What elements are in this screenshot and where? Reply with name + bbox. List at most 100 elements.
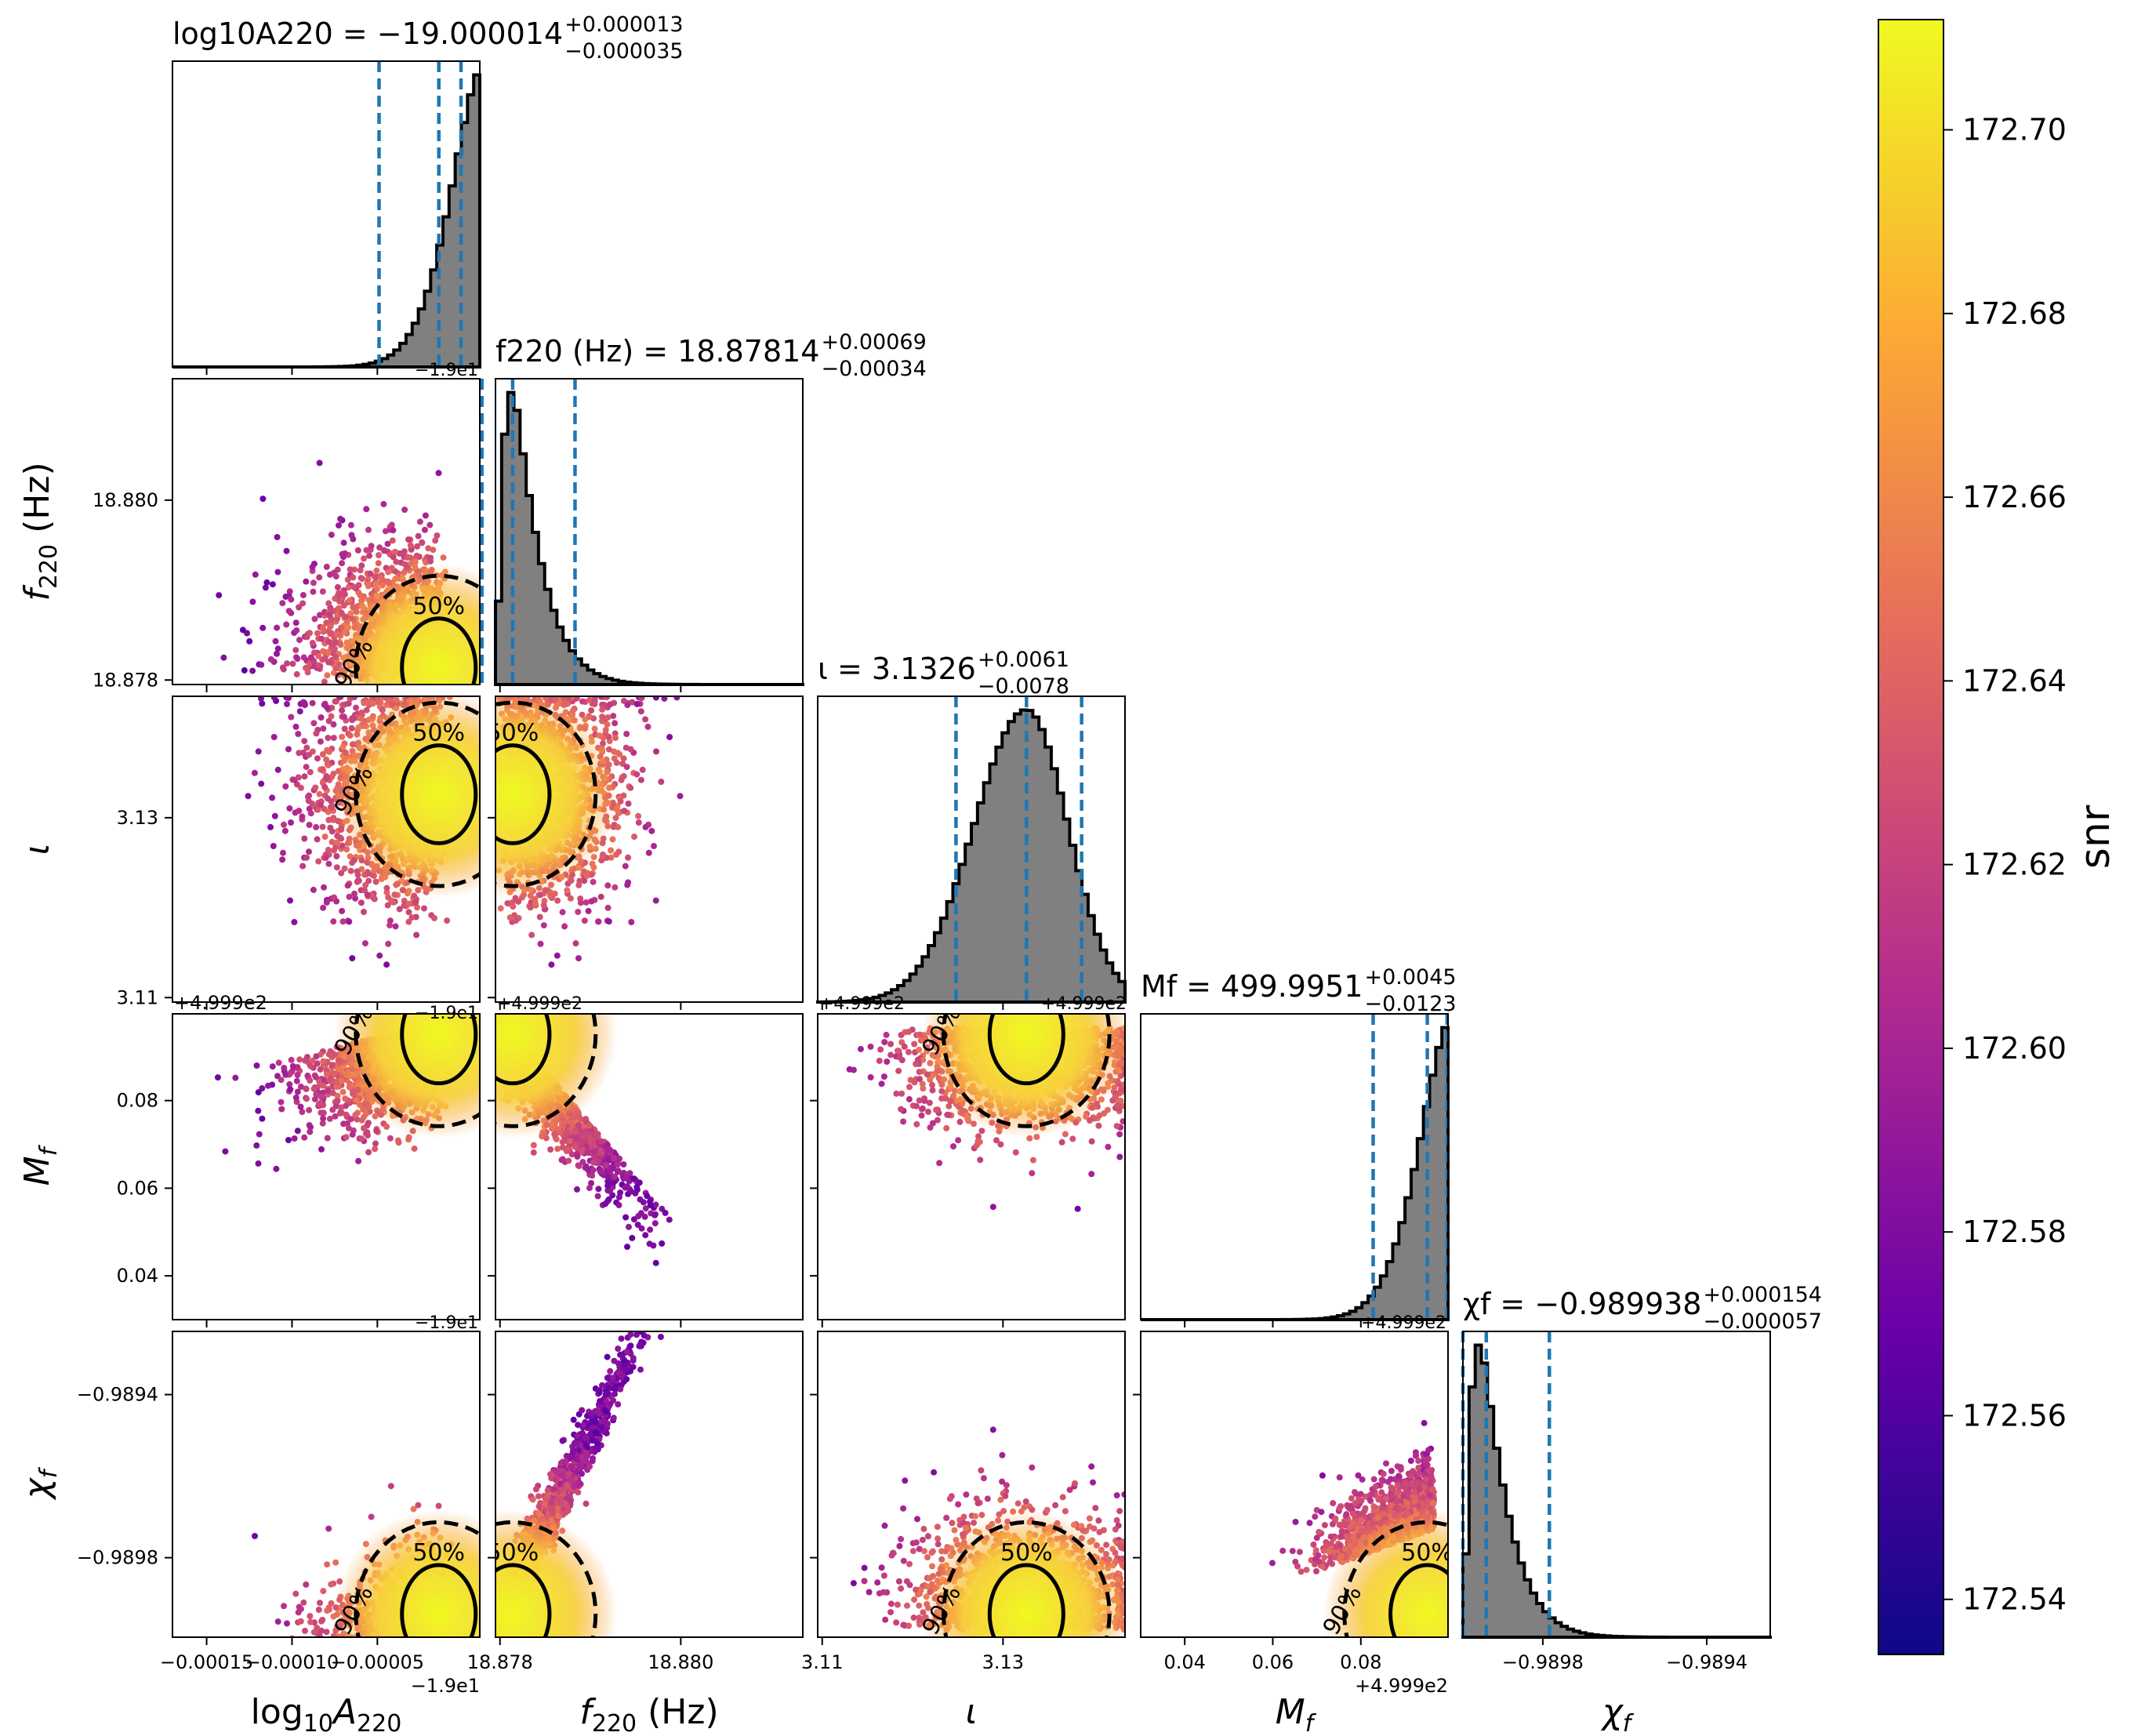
- scatter-point: [538, 941, 544, 947]
- scatter-point: [312, 785, 318, 791]
- histogram-Mf: Mf = 499.9951+0.0045−0.0123: [1141, 965, 1457, 1320]
- scatter-point: [357, 716, 364, 722]
- scatter-point: [636, 819, 642, 826]
- scatter-point: [301, 836, 307, 842]
- scatter-point: [628, 919, 634, 925]
- histogram-bars-chif: [1463, 1346, 1770, 1637]
- scatter-point: [385, 941, 391, 947]
- scatter-point: [282, 828, 289, 834]
- scatter-point: [320, 588, 326, 594]
- scatter-point: [568, 895, 574, 902]
- scatter-point: [334, 840, 340, 846]
- scatter-point: [339, 560, 345, 566]
- scatter-point: [330, 918, 336, 924]
- scatter-point: [651, 843, 657, 849]
- scatter-point: [310, 589, 316, 595]
- scatter-point: [673, 694, 680, 700]
- scatter-point: [313, 730, 319, 736]
- scatter-point: [256, 748, 262, 754]
- scatter-point: [255, 1108, 261, 1114]
- scatter-point: [300, 592, 307, 598]
- scatter-point: [408, 543, 414, 549]
- scatter-point: [322, 833, 328, 840]
- scatter-point: [326, 718, 332, 725]
- scatter-point: [592, 699, 598, 705]
- scatter-point: [421, 906, 427, 912]
- scatter-point: [274, 569, 281, 576]
- scatter-point: [353, 705, 359, 711]
- scatter-point: [337, 516, 343, 522]
- scatter-point: [278, 1106, 285, 1113]
- scatter-point: [606, 734, 612, 740]
- scatter-point: [289, 776, 296, 783]
- scatter-point: [270, 581, 276, 587]
- scatter-point: [414, 553, 420, 559]
- scatter-point: [528, 904, 534, 910]
- scatter-point: [338, 870, 344, 877]
- scatter-point: [600, 853, 606, 859]
- scatter-point: [365, 581, 371, 587]
- scatter-point: [246, 638, 252, 645]
- scatter-point: [638, 708, 644, 714]
- scatter-point: [370, 700, 376, 706]
- scatter-point: [274, 651, 280, 657]
- scatter-point: [325, 735, 331, 741]
- scatter-point: [423, 513, 429, 519]
- scatter-point: [401, 507, 408, 513]
- scatter-point: [294, 671, 300, 677]
- scatter-point: [256, 1089, 262, 1095]
- scatter-point: [285, 746, 292, 753]
- scatter-point: [348, 522, 354, 528]
- scatter-point: [301, 738, 307, 744]
- panel-title-minus-Mf: −0.0123: [1364, 992, 1456, 1016]
- scatter-point: [252, 572, 259, 578]
- scatter-point: [346, 918, 352, 924]
- scatter-point: [339, 908, 345, 914]
- scatter-point: [365, 892, 371, 898]
- scatter-point: [308, 655, 314, 661]
- scatter-point: [349, 859, 355, 866]
- scatter-point: [311, 616, 318, 622]
- scatter-point: [310, 640, 316, 646]
- scatter-point: [343, 1112, 350, 1118]
- scatter-point: [622, 863, 629, 870]
- scatter-point: [333, 853, 339, 859]
- scatter-point: [345, 882, 351, 888]
- scatter-point: [576, 878, 582, 884]
- scatter-point: [286, 805, 292, 812]
- scatter-point: [297, 708, 303, 714]
- scatter-point: [314, 630, 321, 637]
- scatter-point: [216, 592, 222, 598]
- scatter-point: [373, 879, 379, 885]
- scatter-point: [343, 1134, 350, 1140]
- scatter-point: [293, 619, 299, 626]
- scatter-point: [331, 735, 337, 741]
- scatter-point: [383, 961, 390, 968]
- scatter-point: [419, 539, 425, 546]
- scatter-point: [259, 625, 266, 631]
- scatter-point: [302, 773, 308, 779]
- scatter-point: [324, 899, 330, 906]
- scatter-point: [350, 574, 356, 580]
- scatter-point: [327, 630, 333, 637]
- scatter-point: [612, 884, 618, 891]
- scatter-point: [405, 536, 412, 543]
- scatter-point: [347, 597, 353, 604]
- panel-title-minus-iota: −0.0078: [978, 674, 1069, 699]
- scatter-point: [653, 898, 659, 904]
- scatter-point: [310, 564, 316, 570]
- scatter-point: [405, 554, 411, 561]
- scatter-point: [295, 731, 301, 737]
- scatter-point: [638, 777, 644, 783]
- scatter-point: [373, 568, 379, 574]
- scatter-point: [618, 798, 624, 804]
- scatter-point: [391, 892, 397, 898]
- scatter-point: [323, 855, 329, 861]
- scatter-point: [281, 666, 287, 673]
- scatter-point: [626, 801, 632, 807]
- scatter-point: [599, 706, 605, 713]
- scatter-point: [436, 470, 442, 476]
- scatter-point: [318, 802, 324, 808]
